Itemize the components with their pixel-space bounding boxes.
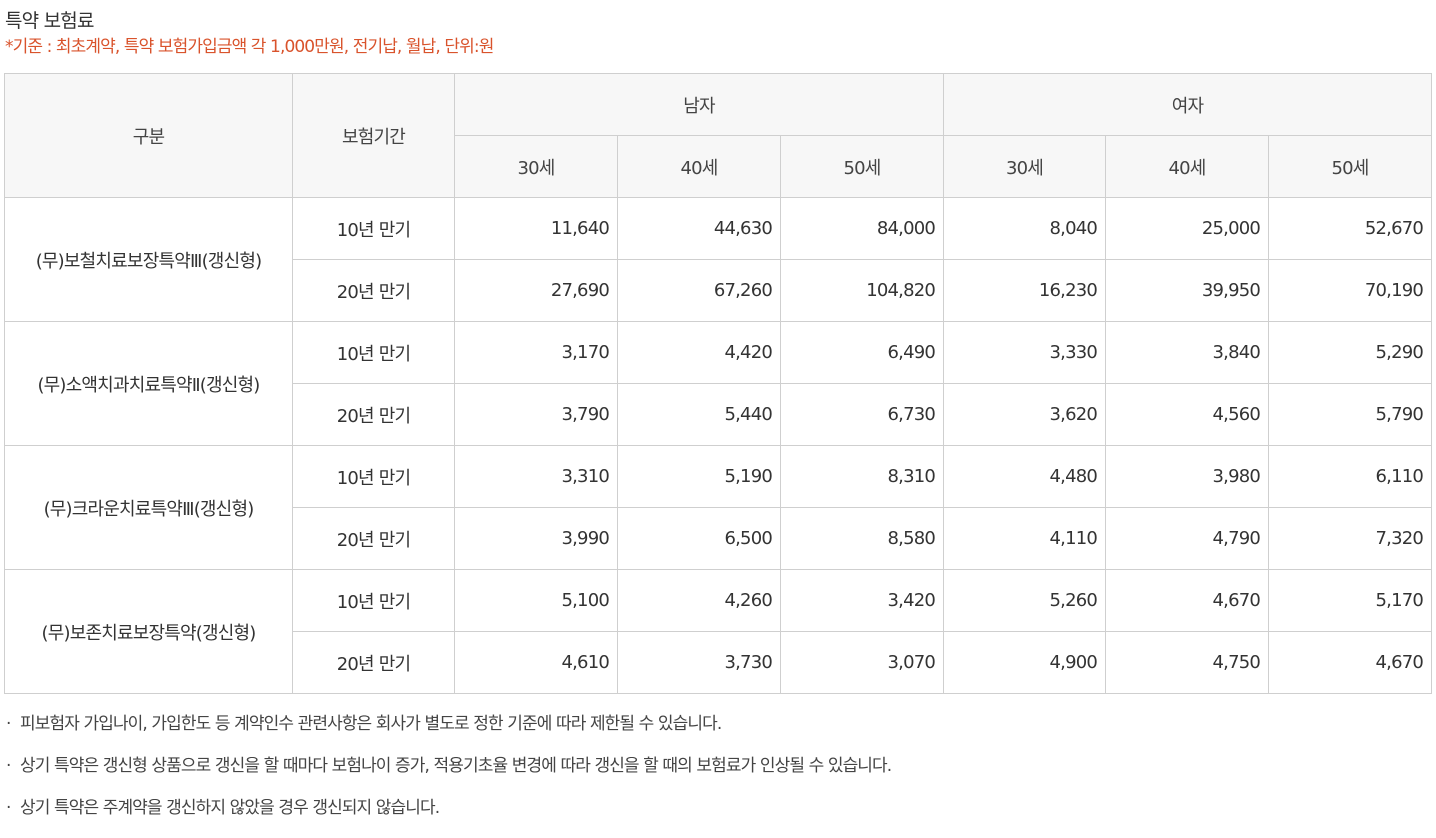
table-row: 20년 만기 27,690 67,260 104,820 16,230 39,9… <box>5 259 1433 322</box>
premium-cell: 44,630 <box>617 197 781 260</box>
premium-cell: 5,190 <box>617 445 781 508</box>
notes-list: · 피보험자 가입나이, 가입한도 등 계약인수 관련사항은 회사가 별도로 정… <box>6 712 892 838</box>
premium-cell: 84,000 <box>779 197 945 260</box>
term-cell: 20년 만기 <box>292 383 455 446</box>
premium-cell: 3,420 <box>779 569 945 632</box>
criteria-note: *기준 : 최초계약, 특약 보험가입금액 각 1,000만원, 전기납, 월납… <box>5 37 494 57</box>
premium-cell: 3,620 <box>943 383 1107 446</box>
section-title: 특약 보험료 <box>5 10 94 32</box>
premium-cell: 27,690 <box>454 259 618 322</box>
bullet-icon: · <box>6 756 11 776</box>
header-period: 보험기간 <box>292 73 455 198</box>
premium-cell: 11,640 <box>454 197 618 260</box>
premium-cell: 16,230 <box>943 259 1107 322</box>
premium-cell: 3,170 <box>454 321 618 384</box>
header-age: 30세 <box>943 135 1107 198</box>
premium-cell: 5,100 <box>454 569 618 632</box>
note-text: 피보험자 가입나이, 가입한도 등 계약인수 관련사항은 회사가 별도로 정한 … <box>20 714 722 734</box>
premium-cell: 3,330 <box>943 321 1107 384</box>
premium-cell: 4,420 <box>617 321 781 384</box>
list-item: · 상기 특약은 갱신형 상품으로 갱신을 할 때마다 보험나이 증가, 적용기… <box>6 754 892 796</box>
term-cell: 20년 만기 <box>292 259 455 322</box>
premium-cell: 4,900 <box>943 631 1107 694</box>
note-text: 상기 특약은 갱신형 상품으로 갱신을 할 때마다 보험나이 증가, 적용기초율… <box>20 756 892 776</box>
rider-name: (무)크라운치료특약Ⅲ(갱신형) <box>4 445 293 570</box>
premium-cell: 4,790 <box>1105 507 1270 570</box>
header-age: 50세 <box>1268 135 1433 198</box>
premium-cell: 6,730 <box>779 383 945 446</box>
premium-cell: 4,670 <box>1268 631 1433 694</box>
premium-cell: 70,190 <box>1268 259 1433 322</box>
premium-cell: 52,670 <box>1268 197 1433 260</box>
term-cell: 10년 만기 <box>292 197 455 260</box>
table-row: (무)소액치과치료특약Ⅱ(갱신형) 10년 만기 3,170 4,420 6,4… <box>4 321 1433 446</box>
header-age: 40세 <box>1105 135 1270 198</box>
premium-cell: 3,070 <box>779 631 945 694</box>
header-age: 30세 <box>454 135 618 198</box>
premium-cell: 67,260 <box>617 259 781 322</box>
premium-cell: 5,440 <box>617 383 781 446</box>
premium-cell: 4,610 <box>454 631 618 694</box>
premium-cell: 5,790 <box>1268 383 1433 446</box>
note-text: 상기 특약은 주계약을 갱신하지 않았을 경우 갱신되지 않습니다. <box>20 798 440 818</box>
premium-cell: 6,500 <box>617 507 781 570</box>
premium-cell: 7,320 <box>1268 507 1433 570</box>
table-row: 20년 만기 3,790 5,440 6,730 3,620 4,560 5,7… <box>5 383 1433 446</box>
premium-cell: 3,980 <box>1105 445 1270 508</box>
premium-cell: 4,750 <box>1105 631 1270 694</box>
rider-name: (무)보철치료보장특약Ⅲ(갱신형) <box>4 197 293 322</box>
premium-cell: 3,790 <box>454 383 618 446</box>
header-category: 구분 <box>4 73 293 198</box>
premium-cell: 3,310 <box>454 445 618 508</box>
term-cell: 20년 만기 <box>292 631 455 694</box>
header-male: 남자 <box>453 73 945 136</box>
term-cell: 20년 만기 <box>292 507 455 570</box>
rider-name: (무)보존치료보장특약(갱신형) <box>4 569 293 694</box>
table-row: 20년 만기 4,610 3,730 3,070 4,900 4,750 4,6… <box>5 631 1433 694</box>
header-age: 40세 <box>617 135 781 198</box>
premium-cell: 5,290 <box>1268 321 1433 384</box>
bullet-icon: · <box>6 714 11 734</box>
premium-cell: 8,580 <box>779 507 945 570</box>
premium-cell: 4,260 <box>617 569 781 632</box>
term-cell: 10년 만기 <box>292 445 455 508</box>
header-female: 여자 <box>943 73 1433 136</box>
premium-cell: 8,310 <box>779 445 945 508</box>
table-row: (무)보철치료보장특약Ⅲ(갱신형) 10년 만기 11,640 44,630 8… <box>4 197 1433 322</box>
premium-cell: 3,730 <box>617 631 781 694</box>
premium-cell: 3,840 <box>1105 321 1270 384</box>
premium-cell: 39,950 <box>1105 259 1270 322</box>
term-cell: 10년 만기 <box>292 321 455 384</box>
premium-cell: 5,170 <box>1268 569 1433 632</box>
term-cell: 10년 만기 <box>292 569 455 632</box>
premium-cell: 104,820 <box>779 259 945 322</box>
premium-cell: 5,260 <box>943 569 1107 632</box>
premium-cell: 4,110 <box>943 507 1107 570</box>
premium-cell: 6,110 <box>1268 445 1433 508</box>
premium-cell: 3,990 <box>454 507 618 570</box>
premium-cell: 6,490 <box>779 321 945 384</box>
list-item: · 상기 특약은 주계약을 갱신하지 않았을 경우 갱신되지 않습니다. <box>6 796 891 838</box>
premium-cell: 4,670 <box>1105 569 1270 632</box>
rider-premium-table: 구분 보험기간 남자 여자 30세 40세 50세 30세 40세 50세 (무… <box>4 73 1433 694</box>
table-row: (무)보존치료보장특약(갱신형) 10년 만기 5,100 4,260 3,42… <box>4 569 1433 694</box>
table-row: 20년 만기 3,990 6,500 8,580 4,110 4,790 7,3… <box>5 507 1433 570</box>
rider-name: (무)소액치과치료특약Ⅱ(갱신형) <box>4 321 293 446</box>
premium-cell: 4,560 <box>1105 383 1270 446</box>
header-age: 50세 <box>779 135 945 198</box>
premium-cell: 4,480 <box>943 445 1107 508</box>
bullet-icon: · <box>6 798 11 818</box>
list-item: · 피보험자 가입나이, 가입한도 등 계약인수 관련사항은 회사가 별도로 정… <box>6 712 891 754</box>
premium-cell: 8,040 <box>943 197 1107 260</box>
table-row: (무)크라운치료특약Ⅲ(갱신형) 10년 만기 3,310 5,190 8,31… <box>4 445 1433 570</box>
premium-cell: 25,000 <box>1105 197 1270 260</box>
